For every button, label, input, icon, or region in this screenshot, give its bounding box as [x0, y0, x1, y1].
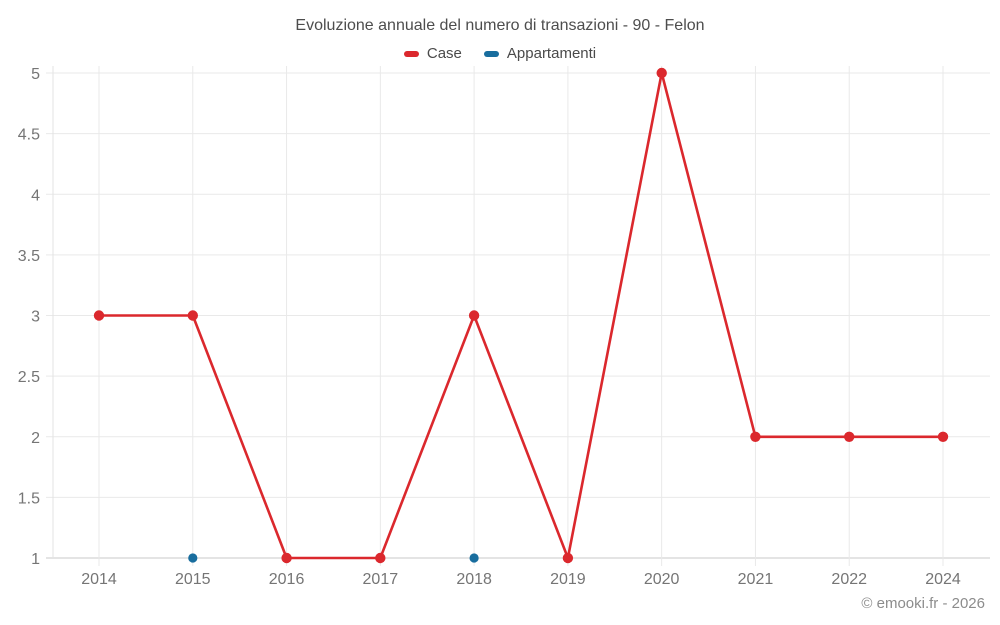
- x-tick-label: 2014: [81, 571, 117, 588]
- appartamenti-point[interactable]: [188, 553, 198, 563]
- case-point[interactable]: [187, 310, 198, 321]
- appartamenti-point[interactable]: [469, 553, 479, 563]
- legend: Case Appartamenti: [0, 45, 1000, 62]
- legend-swatch-appartamenti-icon: [483, 50, 499, 57]
- x-tick-label: 2024: [925, 571, 961, 588]
- y-tick-label: 1: [31, 551, 40, 568]
- x-tick-label: 2019: [550, 571, 586, 588]
- x-tick-label: 2022: [831, 571, 867, 588]
- case-point[interactable]: [93, 310, 105, 321]
- x-tick-label: 2018: [456, 571, 492, 588]
- y-tick-label: 1.5: [18, 490, 40, 507]
- y-tick-label: 2.5: [18, 369, 40, 386]
- x-tick-label: 2017: [363, 571, 399, 588]
- case-point[interactable]: [562, 552, 574, 564]
- case-point[interactable]: [750, 431, 761, 442]
- case-point[interactable]: [375, 552, 386, 564]
- case-line: [97, 71, 945, 560]
- chart-title: Evoluzione annuale del numero di transaz…: [295, 17, 705, 34]
- case-point[interactable]: [468, 310, 480, 321]
- case-point[interactable]: [844, 431, 855, 442]
- legend-item-case[interactable]: Case: [403, 45, 462, 62]
- copyright-footer: © emooki.fr - 2026: [861, 595, 985, 612]
- y-tick-label: 3.5: [18, 248, 40, 265]
- y-tick-label: 3: [31, 309, 40, 326]
- y-tick-label: 4.5: [18, 127, 40, 144]
- x-tick-label: 2021: [738, 571, 774, 588]
- legend-swatch-case-icon: [403, 50, 419, 57]
- case-point[interactable]: [281, 552, 292, 564]
- x-tick-label: 2015: [175, 571, 211, 588]
- case-point[interactable]: [937, 431, 949, 442]
- legend-label-case: Case: [426, 45, 462, 62]
- y-tick-label: 2: [31, 430, 40, 447]
- legend-item-appartamenti[interactable]: Appartamenti: [483, 45, 597, 62]
- case-point[interactable]: [656, 67, 667, 79]
- y-tick-label: 4: [31, 187, 40, 204]
- x-tick-label: 2020: [644, 571, 680, 588]
- legend-label-appartamenti: Appartamenti: [506, 45, 597, 62]
- x-tick-label: 2016: [269, 571, 305, 588]
- y-tick-label: 5: [31, 66, 40, 83]
